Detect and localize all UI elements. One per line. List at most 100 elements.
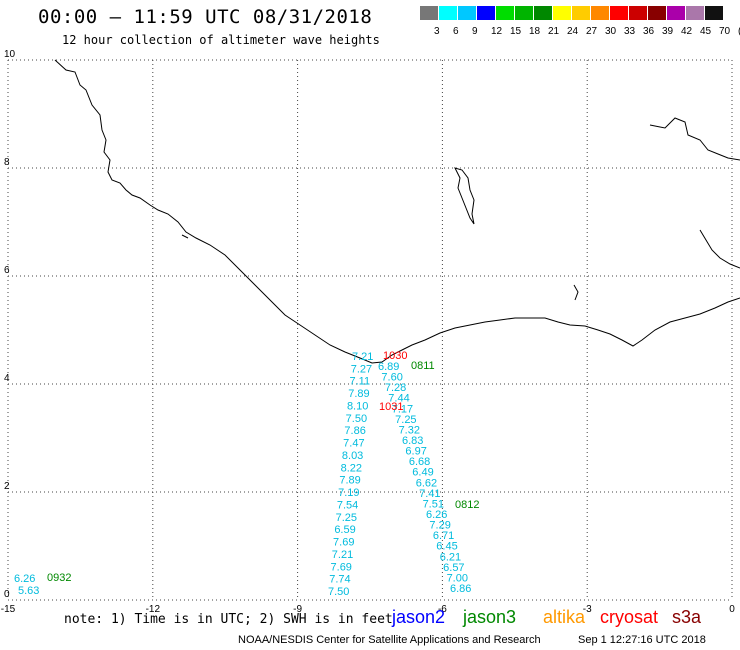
- wave-height-value: 6.21: [440, 551, 461, 563]
- wave-height-value: 8.03: [342, 450, 363, 462]
- legend-label: 33: [624, 26, 636, 37]
- wave-height-value: 7.51: [423, 498, 444, 510]
- legend-label: 30: [605, 26, 617, 37]
- wave-height-value: 7.69: [333, 537, 354, 549]
- map-subtitle: 12 hour collection of altimeter wave hei…: [62, 33, 380, 47]
- wave-height-value: 5.63: [18, 585, 39, 597]
- wave-height-value: 7.50: [328, 586, 349, 598]
- wave-height-value: 7.19: [338, 487, 359, 499]
- x-tick-label: -15: [1, 604, 16, 615]
- wave-height-value: 7.41: [419, 488, 440, 500]
- wave-height-value: 7.60: [381, 372, 402, 384]
- wave-height-value: 7.44: [388, 393, 409, 405]
- credit-text: NOAA/NESDIS Center for Satellite Applica…: [238, 634, 541, 646]
- wave-height-value: 7.25: [395, 414, 416, 426]
- wave-height-value: 6.68: [409, 456, 430, 468]
- legend-label: 21: [548, 26, 560, 37]
- satellite-label-jason2: jason2: [392, 607, 446, 627]
- wave-height-value: 7.74: [329, 574, 350, 586]
- legend-label: 18: [529, 26, 541, 37]
- satellite-label-cryosat: cryosat: [600, 607, 659, 627]
- wave-height-value: 6.89: [378, 361, 399, 373]
- satellite-label-altika: altika: [543, 607, 586, 627]
- grid-lines: [7, 59, 733, 601]
- wave-height-value: 7.28: [385, 382, 406, 394]
- pass-time-label: 0812: [455, 499, 479, 511]
- coastline-main: [54, 59, 740, 364]
- wave-height-value: 8.10: [347, 400, 368, 412]
- legend-label: 45: [700, 26, 712, 37]
- wave-height-value: 7.69: [331, 561, 352, 573]
- islet-2: [181, 234, 189, 239]
- wave-height-value: 6.45: [436, 541, 457, 553]
- x-tick-label: -9: [293, 604, 302, 615]
- wave-height-value: 7.29: [429, 520, 450, 532]
- wave-height-value: 7.00: [447, 572, 468, 584]
- legend-swatch: [534, 6, 552, 20]
- wave-height-value: 6.49: [412, 467, 433, 479]
- x-tick-label: -12: [146, 604, 161, 615]
- legend-swatch: [572, 6, 590, 20]
- axis-labels: -15 -12 -9 -6 -3 0 0 2 4 6 8 10: [1, 49, 735, 615]
- legend-label: 24: [567, 26, 579, 37]
- legend-label: 42: [681, 26, 693, 37]
- y-tick-label: 4: [4, 373, 10, 384]
- legend-label: 36: [643, 26, 655, 37]
- wave-height-value: 7.21: [352, 351, 373, 363]
- wave-height-value: 7.50: [346, 413, 367, 425]
- legend-label: 39: [662, 26, 674, 37]
- legend-label: 3: [434, 26, 440, 37]
- legend-label: 27: [586, 26, 598, 37]
- islet-1: [573, 284, 579, 301]
- legend-label: 12: [491, 26, 503, 37]
- wave-height-value: 7.32: [399, 424, 420, 436]
- wave-height-value: 7.89: [348, 388, 369, 400]
- x-tick-label: -3: [583, 604, 592, 615]
- coast-right: [699, 229, 740, 269]
- wave-height-value: 8.22: [341, 462, 362, 474]
- island-center: [454, 167, 475, 225]
- pass-time-label: 0811: [411, 360, 435, 372]
- note-text: note: 1) Time is in UTC; 2) SWH is in fe…: [64, 612, 393, 627]
- wave-height-value: 7.11: [349, 376, 370, 388]
- wave-height-value: 7.86: [344, 425, 365, 437]
- y-tick-label: 10: [4, 49, 16, 60]
- wave-height-value: 7.27: [351, 363, 372, 375]
- x-tick-label: 0: [729, 604, 735, 615]
- pass-time-label: 0932: [47, 572, 71, 584]
- x-tick-label: -6: [438, 604, 447, 615]
- altimeter-observations: 7.217.277.117.898.107.507.867.478.038.22…: [14, 350, 479, 598]
- legend-swatch: [686, 6, 704, 20]
- legend-swatch: [420, 6, 438, 20]
- legend-swatch: [629, 6, 647, 20]
- wave-height-value: 6.62: [416, 477, 437, 489]
- wave-height-value: 7.47: [343, 438, 364, 450]
- legend-swatch: [458, 6, 476, 20]
- pass-time-label: 1030: [383, 350, 407, 362]
- satellite-label-s3a: s3a: [672, 607, 702, 627]
- legend-label: 70: [719, 26, 731, 37]
- wave-height-value: 7.21: [332, 549, 353, 561]
- pass-time-label: 1031: [379, 401, 403, 413]
- wave-height-value: 6.97: [405, 446, 426, 458]
- legend-label: 9: [472, 26, 478, 37]
- wave-height-value: 7.54: [337, 499, 358, 511]
- legend-swatch: [477, 6, 495, 20]
- legend-label: (ft): [738, 26, 740, 37]
- legend-swatch: [496, 6, 514, 20]
- legend-label: 15: [510, 26, 522, 37]
- satellite-label-jason3: jason3: [463, 607, 517, 627]
- coastline: [54, 59, 740, 364]
- legend-swatch: [667, 6, 685, 20]
- legend-swatch: [705, 6, 723, 20]
- legend-label: 6: [453, 26, 459, 37]
- map-title: 00:00 – 11:59 UTC 08/31/2018: [38, 6, 373, 28]
- timestamp-text: Sep 1 12:27:16 UTC 2018: [578, 634, 706, 646]
- wave-height-value: 6.71: [433, 530, 454, 542]
- wave-height-value: 7.17: [392, 403, 413, 415]
- y-tick-label: 0: [4, 589, 10, 600]
- wave-height-value: 6.26: [426, 509, 447, 521]
- wave-height-value: 6.83: [402, 435, 423, 447]
